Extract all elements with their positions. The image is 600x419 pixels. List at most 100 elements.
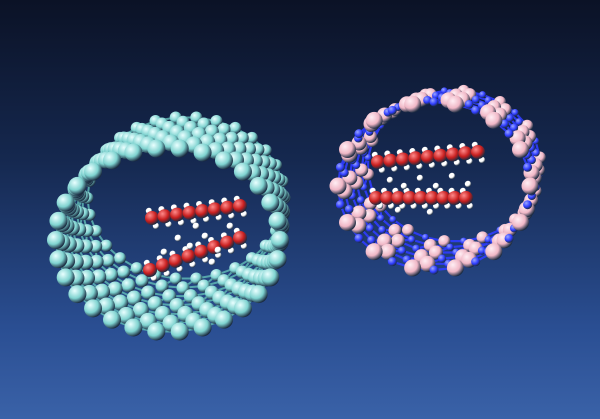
oxygen-atom [207,202,222,217]
carbon-atom [147,139,166,158]
carbon-atom [245,131,258,144]
carbon-atom [112,294,129,311]
oxygen-atom [408,151,423,166]
carbon-atom [114,252,127,265]
boron-nitride-nanotube [329,84,546,277]
oxygen-atom [447,191,462,205]
nitrogen-atom [364,154,372,162]
oxygen-atom [220,200,235,215]
boron-atom [404,95,422,113]
nitrogen-atom [446,243,454,251]
carbon-atom [249,176,268,195]
oxygen-atom [369,191,383,205]
carbon-atom [91,269,107,285]
hydrogen-atom [214,246,222,254]
boron-atom [379,243,396,260]
nitrogen-atom [335,162,345,172]
carbon-atom [49,250,68,269]
nitrogen-atom [523,162,533,172]
nitrogen-atom [365,224,375,233]
oxygen-atom [383,153,398,168]
oxygen-atom [396,152,410,167]
carbon-atom [268,211,287,230]
oxygen-atom [446,147,460,162]
carbon-atom [107,281,123,297]
carbon-atom [104,267,119,282]
nitrogen-atom [367,235,376,245]
nitrogen-atom [407,235,416,244]
oxygen-atom [155,258,170,273]
oxygen-atom [414,191,428,205]
nitrogen-atom [471,257,481,267]
hydrogen-atom [186,242,194,250]
carbon-atom [193,143,212,162]
hydrogen-atom [464,180,472,188]
nitrogen-atom [500,119,509,129]
nitrogen-atom [505,114,514,123]
oxygen-atom [459,191,473,205]
carbon-atom [94,283,111,300]
nitrogen-atom [354,129,364,139]
oxygen-atom [233,199,247,213]
carbon-atom [268,250,287,269]
oxygen-atom [233,231,247,245]
carbon-atom [103,151,121,170]
nitrogen-atom [515,118,523,126]
nitrogen-atom [437,254,447,263]
hydrogen-atom [386,176,394,184]
carbon-nanotube [47,111,291,341]
boron-atom [446,259,464,277]
nitrogen-atom [523,200,533,210]
nitrogen-atom [471,105,481,115]
oxygen-atom [170,207,185,222]
carbon-atoms [47,111,291,341]
hydrogen-atom [432,182,440,190]
oxygen-atom [391,191,406,205]
nitrogen-atom [431,91,440,100]
oxygen-atom [220,235,235,250]
oxygen-atom [421,150,435,164]
oxygen-atom [143,263,157,277]
carbon-atom [141,285,156,300]
oxygen-atom [436,191,451,205]
hydrogen-cluster [386,172,472,216]
carbon-atom [235,131,249,145]
nitrogen-atom [532,149,540,157]
boron-atom [339,213,357,231]
carbon-atom [229,121,242,134]
boron-atom [485,111,503,129]
nitrogen-atom [389,215,397,223]
nitrogen-atom [471,95,480,104]
hydrogen-atom [226,222,234,230]
hydrogen-atom [400,182,408,190]
nitrogen-atom [344,204,354,214]
boron-atom [351,205,367,221]
nitrogen-atom [335,200,345,210]
oxygen-atom [182,205,197,220]
nitrogen-atom [397,246,407,255]
boron-atom [365,243,383,261]
carbon-atom [89,254,104,269]
oxygen-atom [194,244,209,259]
carbon-atom [169,272,182,285]
nitrogen-atom [354,233,364,243]
nitrogen-atom [511,109,519,117]
nitrogen-atom [464,99,474,109]
nitrogen-atom [387,105,397,115]
carbon-atom [261,193,280,212]
nitrogen-atom [429,265,439,275]
boron-atom [402,224,415,237]
water-chain [371,141,486,174]
boron-atom [511,141,529,159]
carbon-atom [68,176,87,195]
nitrogen-atom [387,257,397,267]
hydrogen-atom [208,258,216,266]
carbon-atom [261,268,280,287]
carbon-atom [121,278,136,293]
carbon-atom [170,139,189,158]
carbon-atom [215,151,233,170]
oxygen-atom [195,204,210,219]
oxygen-atom [458,146,473,161]
